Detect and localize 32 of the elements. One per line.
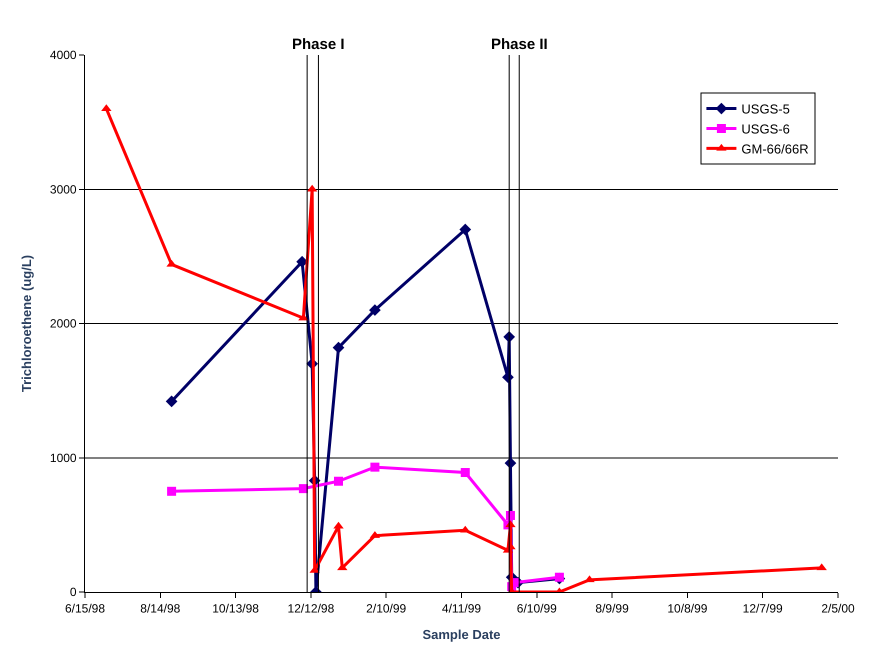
point [460,468,470,478]
ref-line-label: Phase I [292,36,345,53]
x-axis-title: Sample Date [422,627,501,642]
x-tick-label: 8/14/98 [140,601,181,616]
point [554,572,564,582]
point [332,342,344,354]
legend-label: USGS-5 [741,102,790,117]
y-tick-label: 3000 [50,182,77,196]
point [459,224,472,236]
point [167,486,176,496]
x-tick-label: 10/8/99 [667,601,708,616]
y-axis-title: Trichloroethene (ug/L) [18,254,34,392]
legend-label: GM-66/66R [741,141,809,156]
x-tick-label: 10/13/98 [212,601,260,616]
x-tick-label: 12/12/98 [288,601,335,616]
point [334,476,344,486]
point [370,462,380,472]
y-tick-label: 1000 [50,450,77,465]
y-tick-label: 4000 [50,48,77,62]
x-tick-label: 8/9/99 [595,601,630,616]
legend-label: USGS-6 [741,122,790,137]
x-tick-label: 12/7/99 [742,601,784,616]
x-tick-label: 6/10/99 [516,601,558,616]
x-tick-label: 2/5/00 [821,601,855,616]
y-tick-label: 2000 [50,316,77,331]
x-tick-label: 6/15/98 [64,601,106,616]
point [369,304,381,316]
x-tick-label: 4/11/99 [442,601,482,616]
point [166,396,178,408]
y-tick-label: 0 [70,585,77,600]
x-tick-label: 2/10/99 [366,601,407,616]
ref-line-label: Phase II [491,36,548,53]
